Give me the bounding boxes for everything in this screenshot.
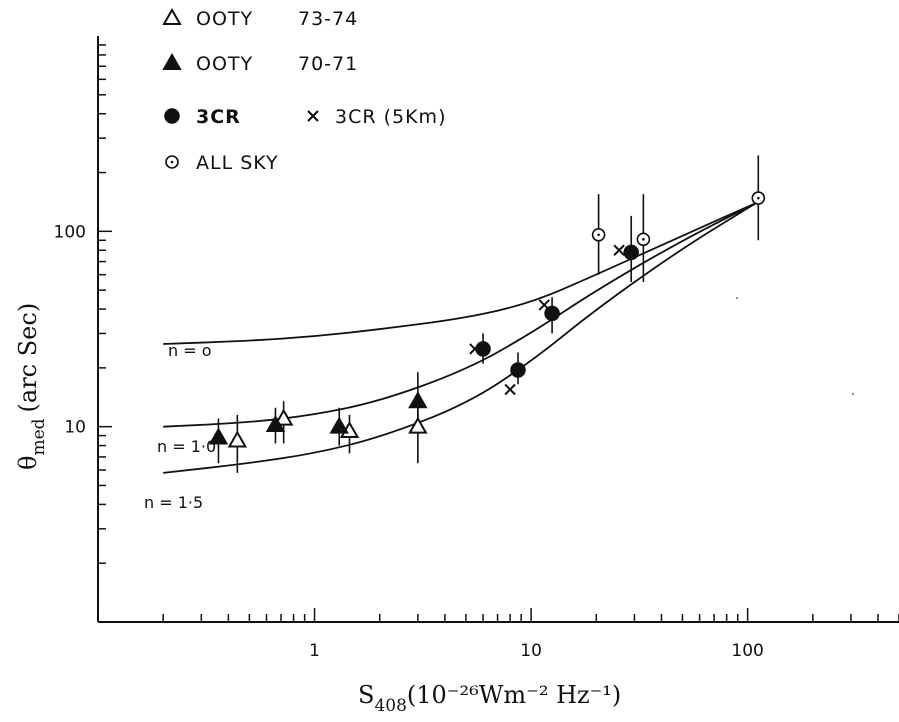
model-curve-2 bbox=[163, 202, 758, 474]
data-point bbox=[329, 416, 349, 434]
data-point bbox=[636, 232, 651, 247]
data-point bbox=[475, 341, 491, 357]
scan-speck bbox=[736, 297, 738, 299]
legend-label: ALL SKY bbox=[196, 152, 279, 174]
legend-label: OOTY bbox=[196, 8, 253, 30]
legend-detail: 73-74 bbox=[298, 8, 358, 30]
data-point bbox=[510, 362, 526, 378]
data-point bbox=[408, 391, 428, 409]
data-point bbox=[751, 191, 766, 205]
legend-label: 3CR bbox=[196, 106, 241, 128]
legend-marker bbox=[162, 7, 182, 25]
open-circle-dot bbox=[642, 238, 645, 241]
axis-titles: S408(10⁻²⁶Wm⁻² Hz⁻¹) θmed(arc Sec) bbox=[14, 303, 621, 716]
cross-stroke bbox=[469, 343, 481, 355]
model-curves bbox=[163, 201, 758, 474]
cross-stroke bbox=[538, 299, 550, 311]
legend-detail: 70-71 bbox=[298, 53, 358, 75]
cross-stroke bbox=[613, 244, 625, 256]
scan-speck bbox=[852, 393, 854, 395]
model-curve-0 bbox=[163, 201, 757, 345]
legend-marker bbox=[307, 110, 319, 122]
data-point bbox=[591, 227, 606, 242]
legend-label: 3CR (5Km) bbox=[335, 106, 446, 128]
data-point bbox=[408, 416, 428, 434]
data-point bbox=[469, 343, 481, 355]
data-point bbox=[208, 427, 229, 445]
legend-marker bbox=[164, 108, 180, 124]
error-bars bbox=[217, 155, 760, 473]
data-points bbox=[208, 191, 766, 448]
model-curve-1 bbox=[163, 201, 758, 428]
data-point bbox=[504, 383, 516, 396]
open-circle-dot bbox=[597, 233, 600, 237]
curve-label: n = o bbox=[168, 341, 212, 360]
open-circle-dot bbox=[756, 196, 760, 200]
data-point bbox=[538, 299, 550, 311]
legend-entry: 3CR bbox=[164, 106, 241, 128]
tick-labels: 1 10 100 10 100 n = o n = 1·0 n = 1·5 bbox=[54, 222, 764, 661]
legend-entry: OOTY 70-71 bbox=[162, 52, 358, 75]
data-point bbox=[227, 430, 248, 448]
legend-label: OOTY bbox=[196, 53, 253, 75]
open-circle-dot bbox=[170, 160, 174, 164]
x-axis-title: S408(10⁻²⁶Wm⁻² Hz⁻¹) bbox=[358, 681, 621, 716]
y-tick-label: 10 bbox=[64, 418, 86, 438]
legend-marker bbox=[165, 155, 179, 169]
x-tick-label: 1 bbox=[309, 641, 320, 661]
cross-stroke bbox=[307, 110, 319, 122]
legend-marker bbox=[162, 52, 182, 70]
y-tick-label: 100 bbox=[54, 222, 86, 242]
legend: OOTY 73-74 OOTY 70-71 3CR 3CR (5Km) ALL SKY bbox=[162, 7, 446, 174]
curve-label: n = 1·5 bbox=[144, 493, 203, 512]
axes bbox=[97, 36, 899, 623]
cross-stroke bbox=[504, 383, 516, 396]
legend-entry: OOTY 73-74 bbox=[162, 7, 358, 30]
y-axis-title: θmed(arc Sec) bbox=[14, 303, 49, 470]
x-tick-label: 100 bbox=[731, 641, 763, 661]
data-point bbox=[265, 414, 286, 432]
curve-label: n = 1·0 bbox=[157, 437, 216, 456]
data-point bbox=[613, 244, 625, 256]
legend-entry: 3CR (5Km) bbox=[307, 106, 446, 128]
data-point bbox=[623, 244, 639, 261]
legend-entry: ALL SKY bbox=[165, 152, 279, 174]
data-point bbox=[273, 408, 294, 426]
x-tick-label: 10 bbox=[520, 641, 542, 661]
